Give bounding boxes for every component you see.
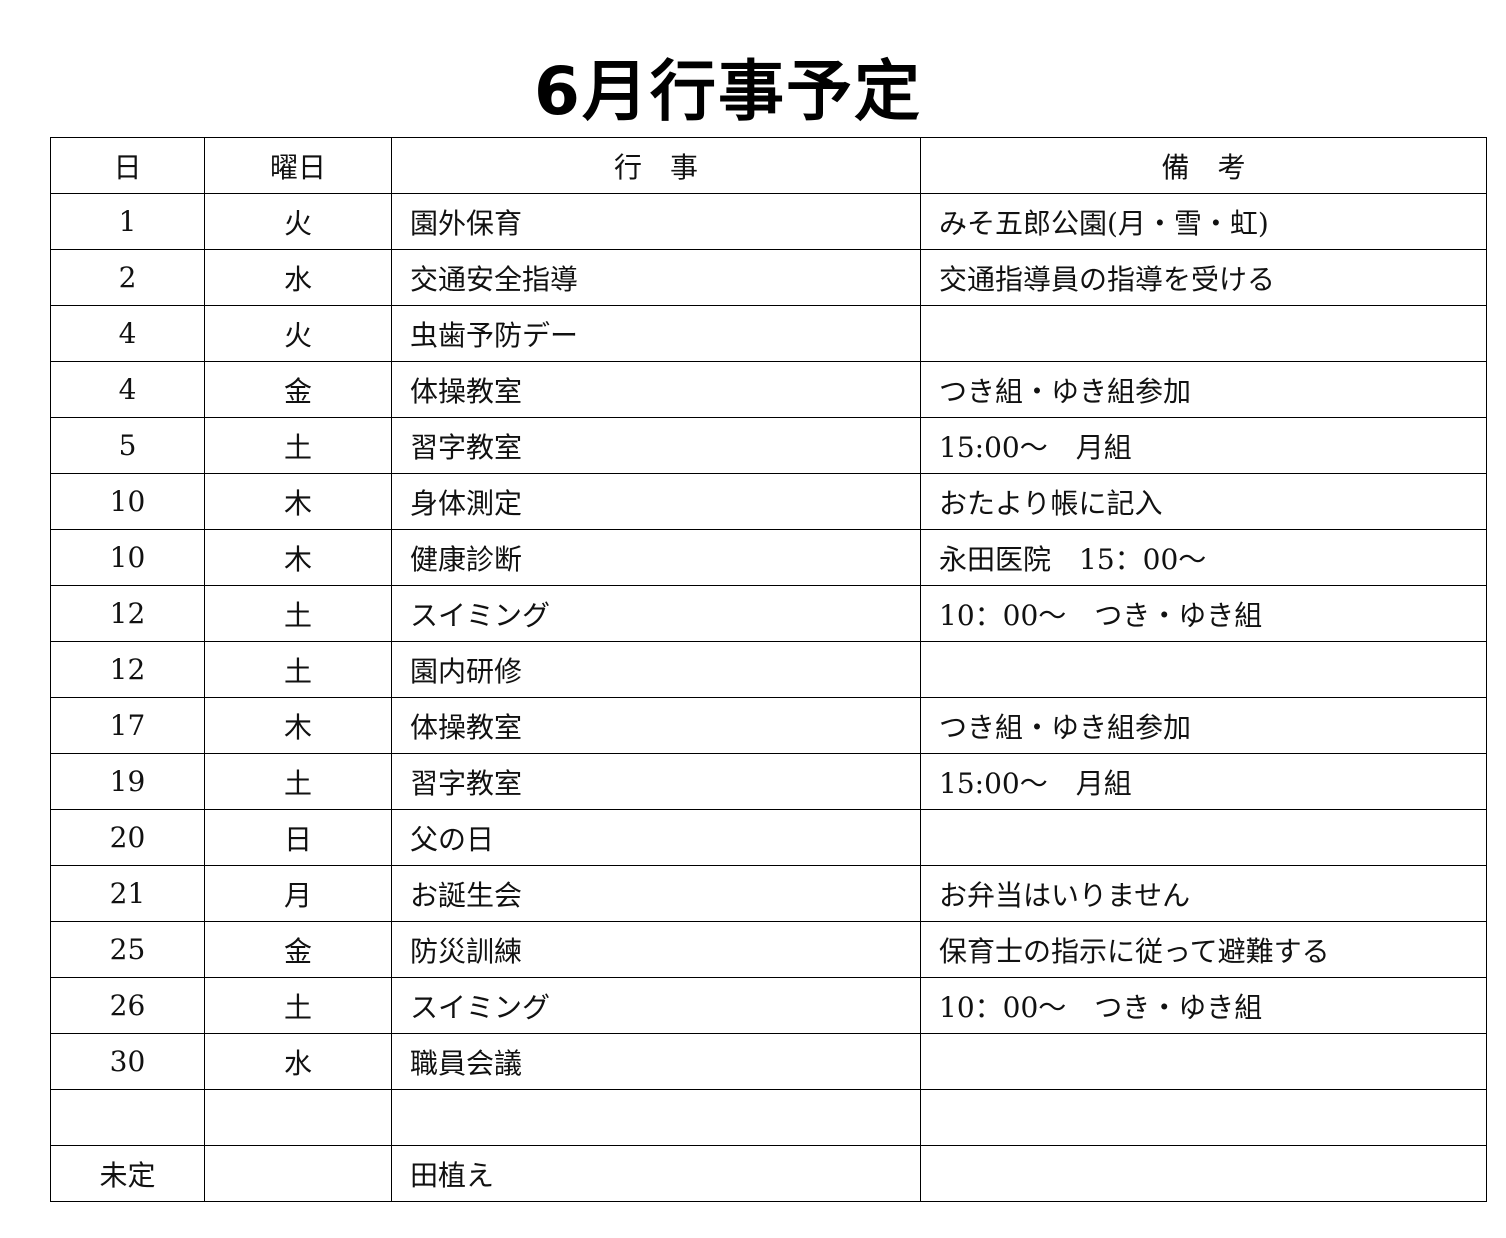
cell-note xyxy=(920,305,1487,362)
cell-note: おたより帳に記入 xyxy=(920,473,1487,530)
table-row xyxy=(50,1089,1487,1146)
cell-note: 保育士の指示に従って避難する xyxy=(920,921,1487,978)
cell-weekday: 土 xyxy=(204,417,392,474)
cell-event: 防災訓練 xyxy=(391,921,921,978)
cell-note: 15:00～ 月組 xyxy=(920,753,1487,810)
cell-weekday xyxy=(204,1089,392,1146)
cell-event: 健康診断 xyxy=(391,529,921,586)
cell-day: 2 xyxy=(50,249,205,306)
cell-day: 12 xyxy=(50,641,205,698)
cell-day: 1 xyxy=(50,193,205,250)
cell-event: お誕生会 xyxy=(391,865,921,922)
table-row: 4 金体操教室 つき組・ゆき組参加 xyxy=(50,361,1487,418)
cell-event: 習字教室 xyxy=(391,753,921,810)
cell-weekday: 金 xyxy=(204,361,392,418)
cell-event: 体操教室 xyxy=(391,697,921,754)
table-header-row: 日 曜日 行 事 備 考 xyxy=(50,137,1487,194)
cell-note: 10：00～ つき・ゆき組 xyxy=(920,585,1487,642)
cell-note xyxy=(920,809,1487,866)
cell-event: 交通安全指導 xyxy=(391,249,921,306)
cell-weekday: 月 xyxy=(204,865,392,922)
cell-weekday: 土 xyxy=(204,641,392,698)
cell-note xyxy=(920,1145,1487,1202)
cell-weekday xyxy=(204,1145,392,1202)
cell-day: 4 xyxy=(50,305,205,362)
cell-weekday: 金 xyxy=(204,921,392,978)
cell-event: 職員会議 xyxy=(391,1033,921,1090)
cell-event: 田植え xyxy=(391,1145,921,1202)
cell-day: 10 xyxy=(50,529,205,586)
cell-day: 17 xyxy=(50,697,205,754)
cell-day: 26 xyxy=(50,977,205,1034)
cell-event: 体操教室 xyxy=(391,361,921,418)
cell-weekday: 木 xyxy=(204,473,392,530)
cell-weekday: 土 xyxy=(204,977,392,1034)
cell-day: 20 xyxy=(50,809,205,866)
table-row: 26 土スイミング 10：00～ つき・ゆき組 xyxy=(50,977,1487,1034)
cell-weekday: 火 xyxy=(204,305,392,362)
cell-day: 未定 xyxy=(50,1145,205,1202)
table-row: 5 土習字教室 15:00～ 月組 xyxy=(50,417,1487,474)
cell-note xyxy=(920,1089,1487,1146)
cell-day: 5 xyxy=(50,417,205,474)
cell-note: 交通指導員の指導を受ける xyxy=(920,249,1487,306)
cell-day xyxy=(50,1089,205,1146)
cell-event: 園外保育 xyxy=(391,193,921,250)
cell-weekday: 水 xyxy=(204,249,392,306)
cell-day: 25 xyxy=(50,921,205,978)
table-row: 2 水交通安全指導 交通指導員の指導を受ける xyxy=(50,249,1487,306)
cell-event: 身体測定 xyxy=(391,473,921,530)
cell-event: スイミング xyxy=(391,585,921,642)
cell-day: 10 xyxy=(50,473,205,530)
cell-note: 15:00～ 月組 xyxy=(920,417,1487,474)
cell-weekday: 水 xyxy=(204,1033,392,1090)
table-row: 21 月お誕生会 お弁当はいりません xyxy=(50,865,1487,922)
header-note: 備 考 xyxy=(920,137,1487,194)
cell-event: スイミング xyxy=(391,977,921,1034)
table-row: 20 日父の日 xyxy=(50,809,1487,866)
cell-note: つき組・ゆき組参加 xyxy=(920,697,1487,754)
cell-weekday: 土 xyxy=(204,753,392,810)
table-row: 10 木身体測定 おたより帳に記入 xyxy=(50,473,1487,530)
cell-weekday: 火 xyxy=(204,193,392,250)
cell-weekday: 土 xyxy=(204,585,392,642)
cell-note: お弁当はいりません xyxy=(920,865,1487,922)
table-row: 17 木体操教室 つき組・ゆき組参加 xyxy=(50,697,1487,754)
header-day: 日 xyxy=(50,137,205,194)
cell-note xyxy=(920,641,1487,698)
table-row: 1 火園外保育 みそ五郎公園(月・雪・虹) xyxy=(50,193,1487,250)
cell-note xyxy=(920,1033,1487,1090)
header-weekday: 曜日 xyxy=(204,137,392,194)
cell-event: 虫歯予防デー xyxy=(391,305,921,362)
table-row: 25 金防災訓練 保育士の指示に従って避難する xyxy=(50,921,1487,978)
cell-day: 4 xyxy=(50,361,205,418)
cell-event xyxy=(391,1089,921,1146)
cell-weekday: 日 xyxy=(204,809,392,866)
cell-note: 10：00～ つき・ゆき組 xyxy=(920,977,1487,1034)
cell-note: みそ五郎公園(月・雪・虹) xyxy=(920,193,1487,250)
cell-note: 永田医院 15：00～ xyxy=(920,529,1487,586)
table-row: 10 木健康診断 永田医院 15：00～ xyxy=(50,529,1487,586)
cell-event: 園内研修 xyxy=(391,641,921,698)
table-row: 12 土スイミング 10：00～ つき・ゆき組 xyxy=(50,585,1487,642)
cell-event: 父の日 xyxy=(391,809,921,866)
cell-day: 30 xyxy=(50,1033,205,1090)
cell-weekday: 木 xyxy=(204,697,392,754)
table-row: 未定 田植え xyxy=(50,1145,1487,1202)
table-row: 19 土習字教室 15:00～ 月組 xyxy=(50,753,1487,810)
cell-weekday: 木 xyxy=(204,529,392,586)
schedule-table: 日 曜日 行 事 備 考 1 火園外保育 みそ五郎公園(月・雪・虹) 2 水交通安全指導… xyxy=(50,137,1487,1202)
cell-note: つき組・ゆき組参加 xyxy=(920,361,1487,418)
header-event: 行 事 xyxy=(391,137,921,194)
cell-day: 12 xyxy=(50,585,205,642)
table-row: 12 土園内研修 xyxy=(50,641,1487,698)
cell-day: 19 xyxy=(50,753,205,810)
cell-day: 21 xyxy=(50,865,205,922)
page-title: 6月行事予定 xyxy=(534,53,922,130)
table-row: 30 水職員会議 xyxy=(50,1033,1487,1090)
cell-event: 習字教室 xyxy=(391,417,921,474)
table-row: 4 火虫歯予防デー xyxy=(50,305,1487,362)
